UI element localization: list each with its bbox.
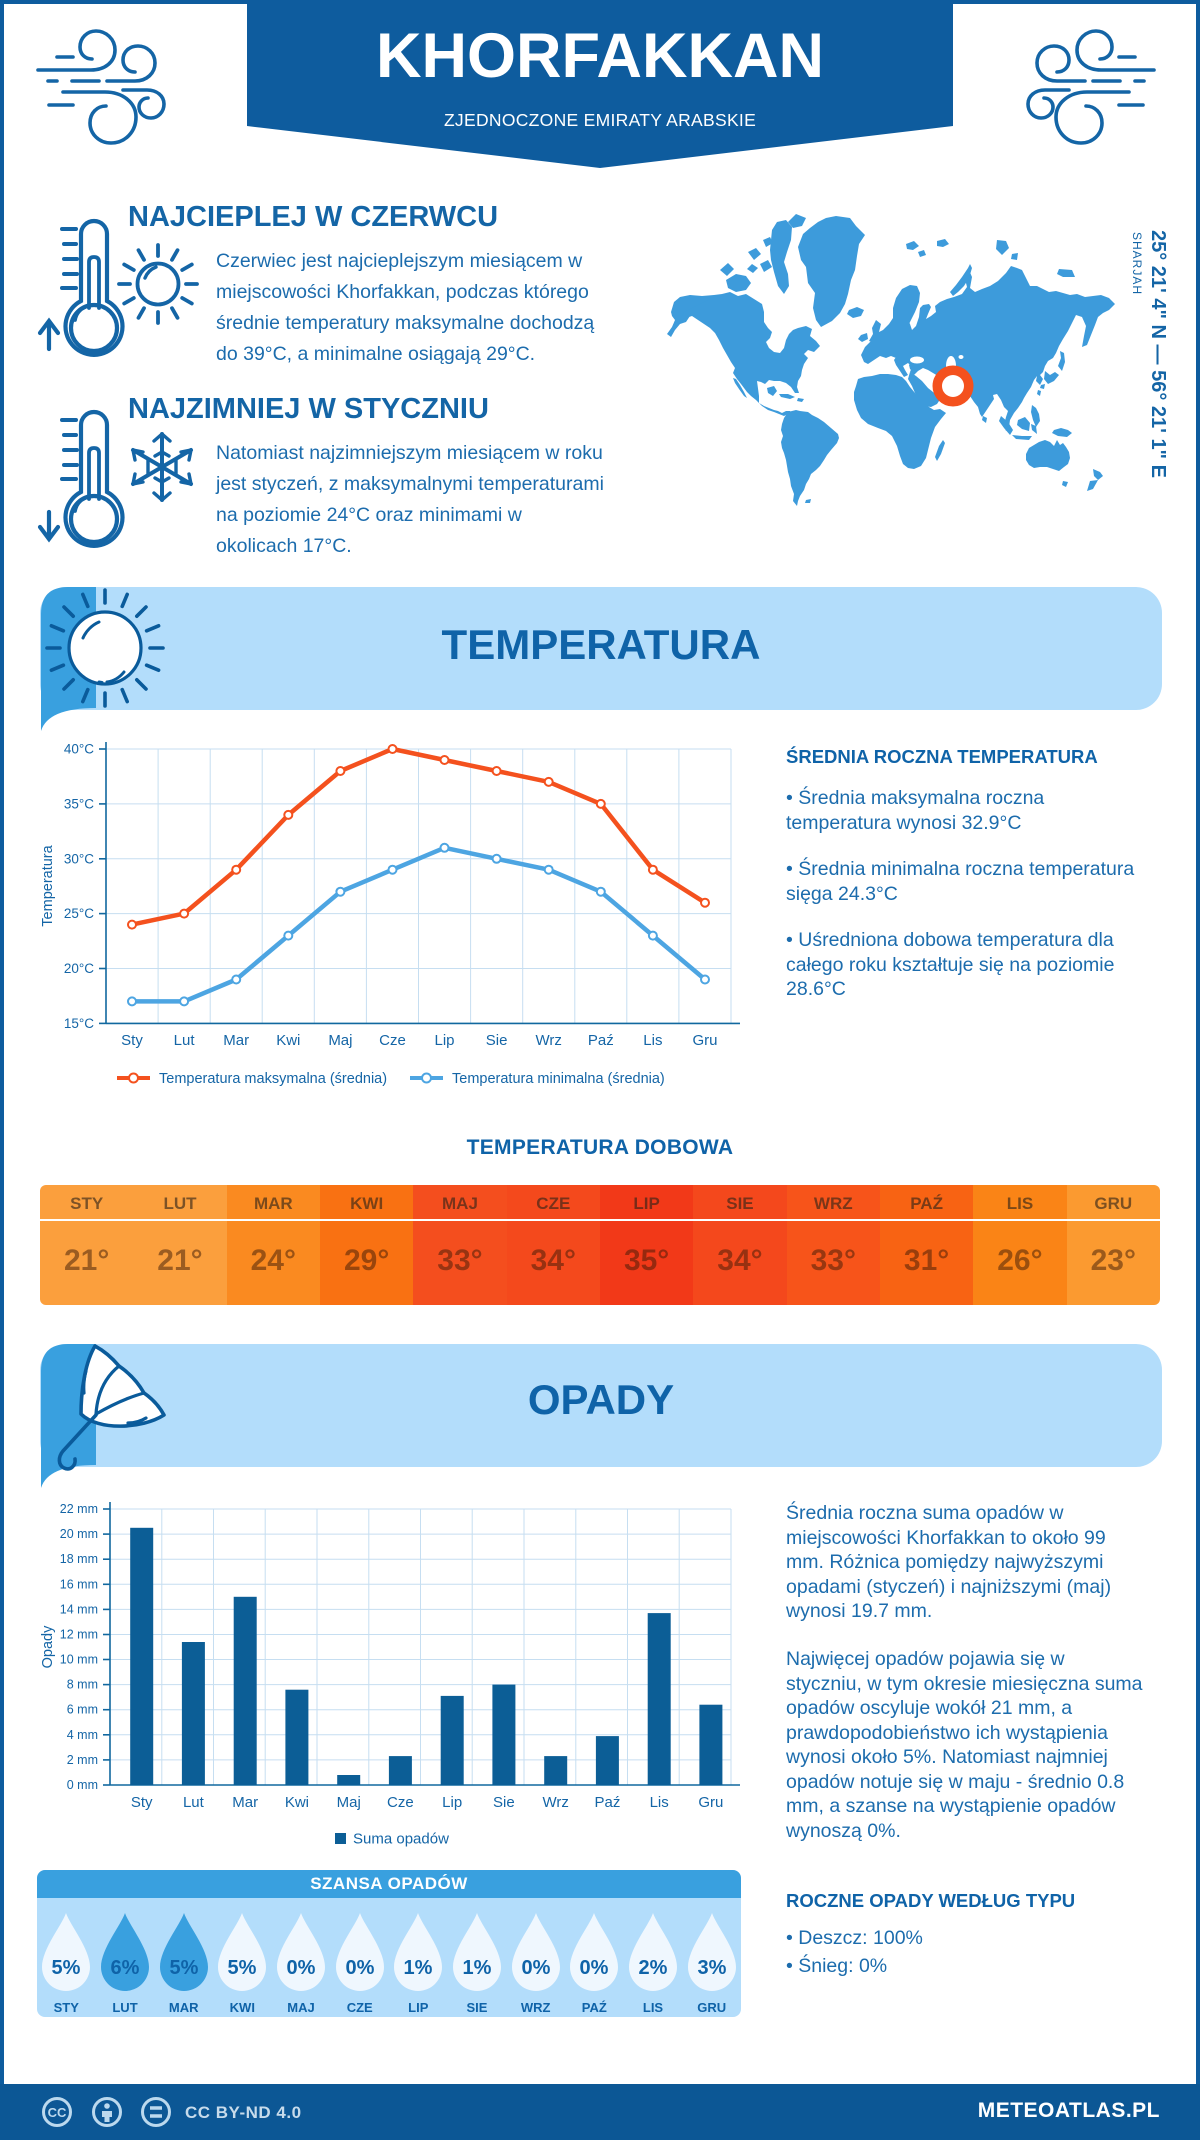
svg-text:Cze: Cze (387, 1794, 414, 1811)
svg-text:Sty: Sty (121, 1032, 143, 1049)
svg-text:Maj: Maj (328, 1032, 352, 1049)
svg-text:0%: 0% (580, 1957, 609, 1979)
svg-text:Paź: Paź (588, 1032, 614, 1049)
svg-text:1%: 1% (404, 1957, 433, 1979)
svg-text:6%: 6% (111, 1957, 140, 1979)
svg-text:Temperatura minimalna (średnia: Temperatura minimalna (średnia) (452, 1071, 665, 1087)
svg-text:22 mm: 22 mm (60, 1502, 98, 1516)
svg-text:10 mm: 10 mm (60, 1653, 98, 1667)
svg-text:Kwi: Kwi (276, 1032, 300, 1049)
svg-text:Lip: Lip (442, 1794, 462, 1811)
svg-text:Sie: Sie (493, 1794, 515, 1811)
svg-text:Gru: Gru (698, 1794, 723, 1811)
svg-text:Kwi: Kwi (285, 1794, 309, 1811)
svg-text:Sty: Sty (131, 1794, 153, 1811)
svg-text:15°C: 15°C (64, 1016, 94, 1031)
svg-text:12 mm: 12 mm (60, 1628, 98, 1642)
svg-text:CC: CC (48, 2105, 67, 2120)
svg-text:Suma opadów: Suma opadów (353, 1831, 449, 1848)
svg-text:Opady: Opady (40, 1625, 56, 1668)
svg-text:1%: 1% (463, 1957, 492, 1979)
svg-text:Mar: Mar (223, 1032, 249, 1049)
svg-text:2 mm: 2 mm (67, 1753, 98, 1767)
svg-text:0%: 0% (345, 1957, 374, 1979)
svg-text:0%: 0% (287, 1957, 316, 1979)
svg-text:40°C: 40°C (64, 742, 94, 757)
svg-text:5%: 5% (228, 1957, 257, 1979)
svg-text:Temperatura: Temperatura (40, 844, 56, 926)
svg-text:2%: 2% (639, 1957, 668, 1979)
svg-text:Lis: Lis (643, 1032, 662, 1049)
svg-text:Mar: Mar (232, 1794, 258, 1811)
svg-text:14 mm: 14 mm (60, 1602, 98, 1616)
svg-text:0 mm: 0 mm (67, 1778, 98, 1792)
svg-text:25°C: 25°C (64, 906, 94, 921)
svg-text:6 mm: 6 mm (67, 1703, 98, 1717)
svg-text:Lut: Lut (183, 1794, 205, 1811)
svg-text:16 mm: 16 mm (60, 1577, 98, 1591)
svg-text:4 mm: 4 mm (67, 1728, 98, 1742)
svg-text:Gru: Gru (692, 1032, 717, 1049)
svg-text:20°C: 20°C (64, 961, 94, 976)
svg-text:20 mm: 20 mm (60, 1527, 98, 1541)
svg-text:35°C: 35°C (64, 796, 94, 811)
svg-text:Maj: Maj (337, 1794, 361, 1811)
svg-text:5%: 5% (169, 1957, 198, 1979)
svg-text:Cze: Cze (379, 1032, 406, 1049)
svg-text:0%: 0% (521, 1957, 550, 1979)
svg-text:Temperatura maksymalna (średni: Temperatura maksymalna (średnia) (159, 1071, 387, 1087)
svg-text:Lip: Lip (434, 1032, 454, 1049)
svg-text:Wrz: Wrz (543, 1794, 569, 1811)
svg-text:Sie: Sie (486, 1032, 508, 1049)
svg-text:3%: 3% (697, 1957, 726, 1979)
svg-text:Lut: Lut (174, 1032, 196, 1049)
svg-text:18 mm: 18 mm (60, 1552, 98, 1566)
svg-text:8 mm: 8 mm (67, 1678, 98, 1692)
svg-text:Wrz: Wrz (536, 1032, 562, 1049)
svg-text:30°C: 30°C (64, 851, 94, 866)
svg-text:Lis: Lis (650, 1794, 669, 1811)
svg-text:5%: 5% (52, 1957, 81, 1979)
svg-text:Paź: Paź (594, 1794, 620, 1811)
